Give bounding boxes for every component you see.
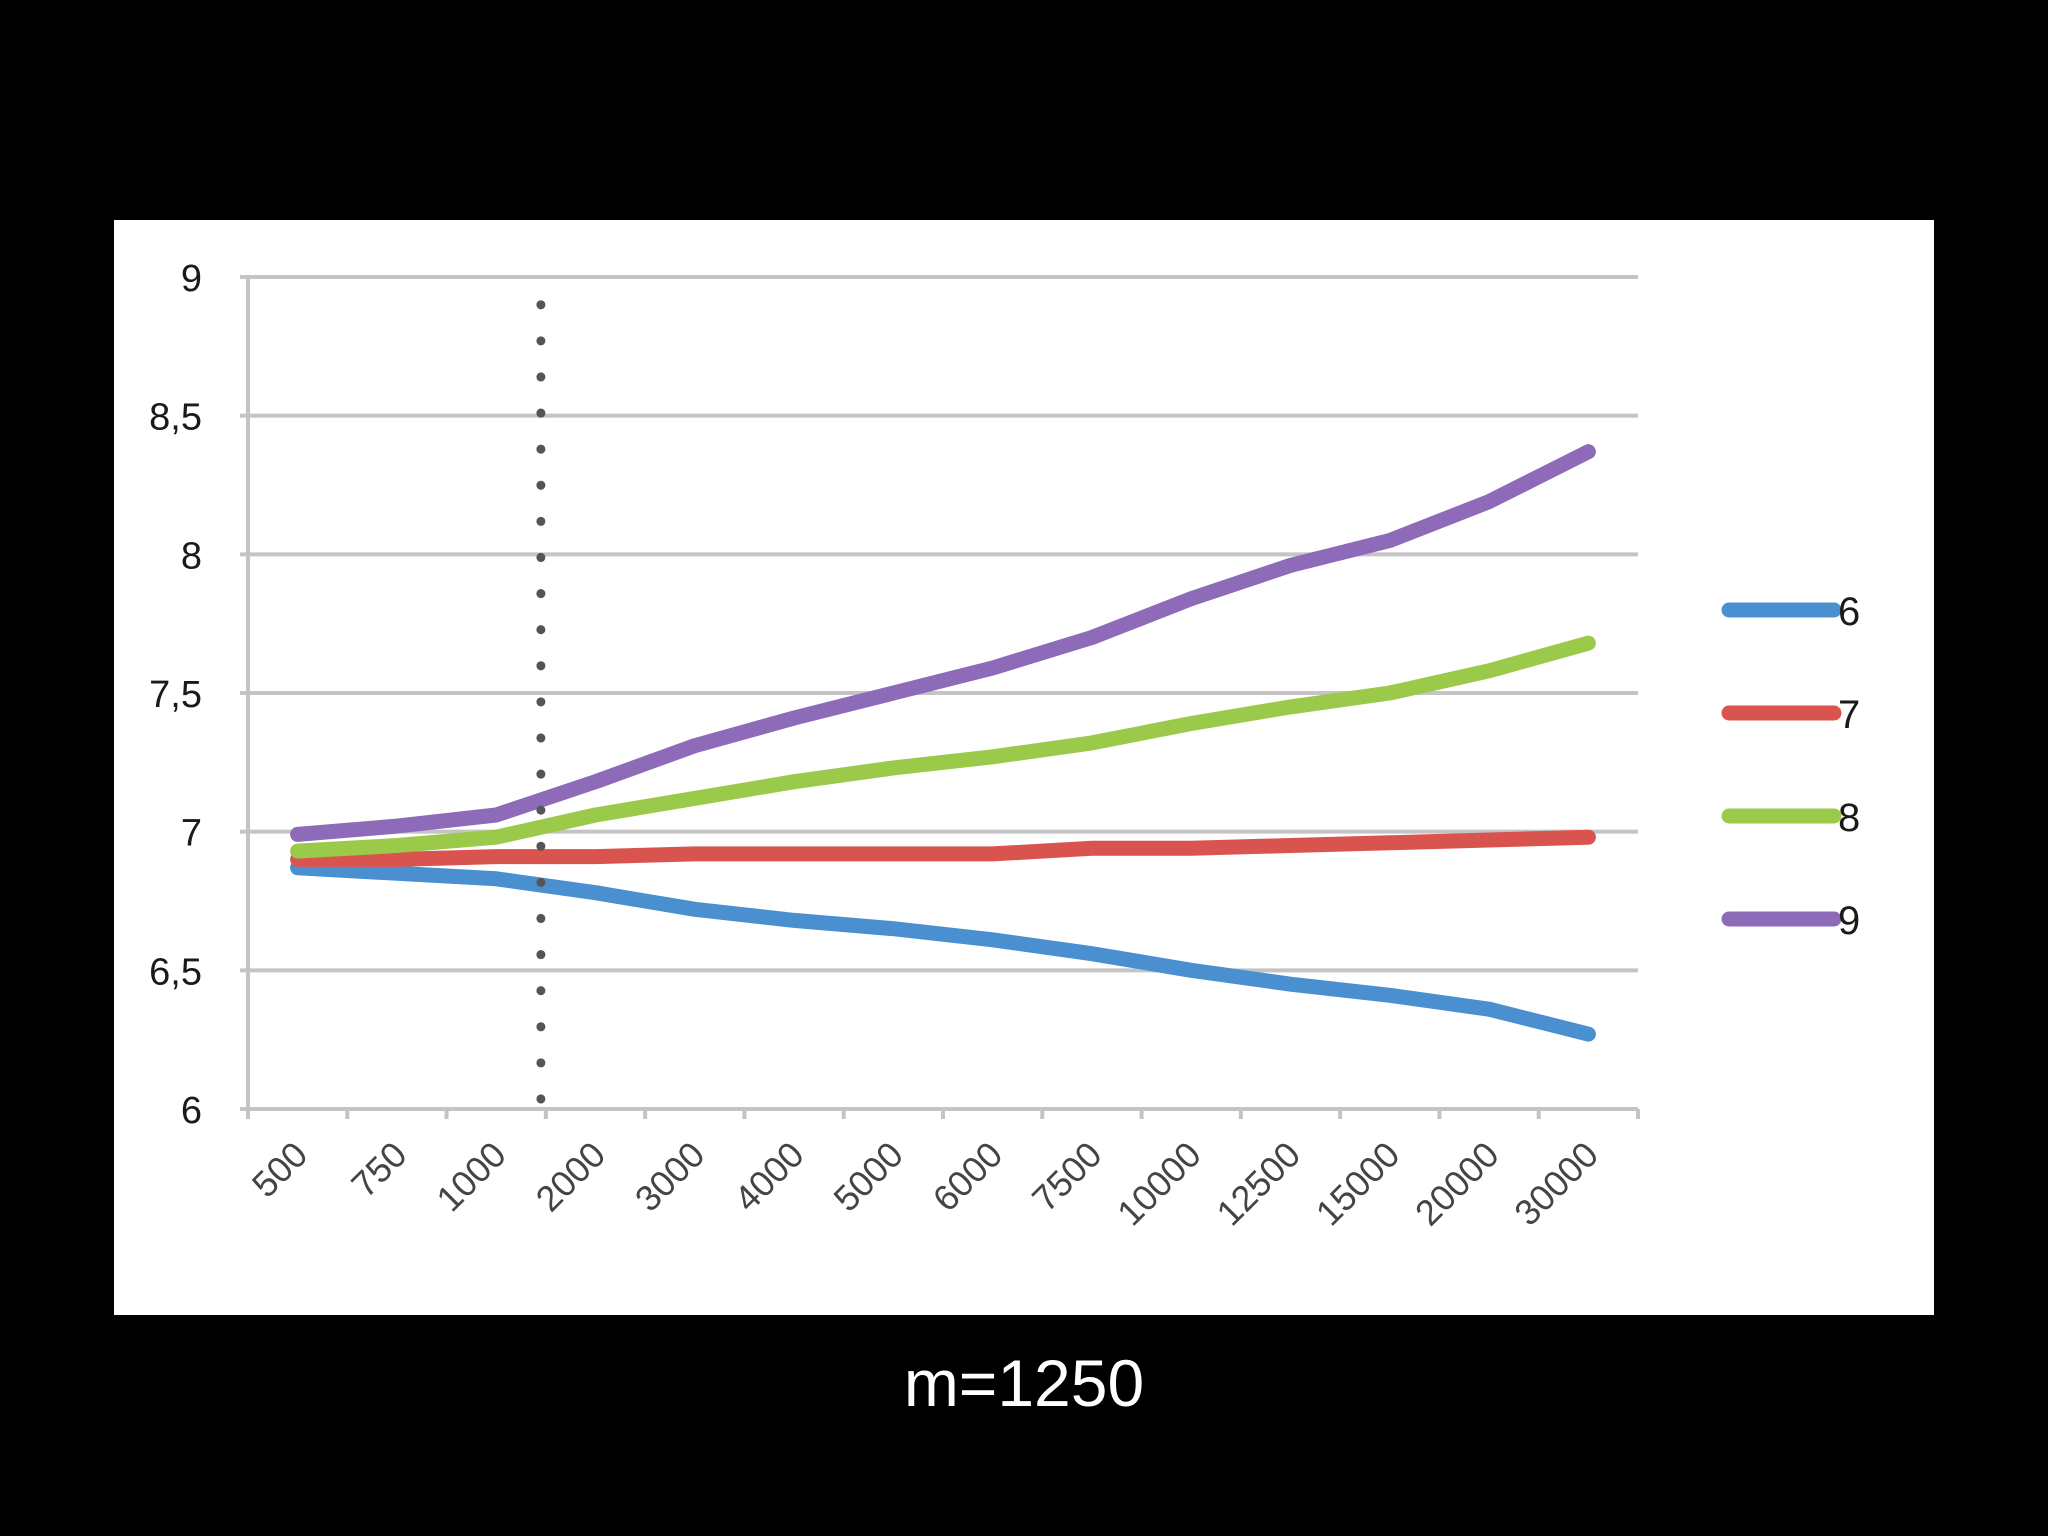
x-tick-label: 30000 xyxy=(1506,1134,1606,1234)
y-tick-label: 6 xyxy=(181,1090,202,1132)
series-line-7 xyxy=(290,829,1596,867)
x-tick-label: 4000 xyxy=(726,1134,812,1220)
x-tick-label: 1000 xyxy=(428,1134,514,1220)
slide-caption: m=1250 xyxy=(903,1346,1145,1420)
series-line-9 xyxy=(290,444,1596,842)
series-line-8 xyxy=(290,635,1596,859)
legend-label-9: 9 xyxy=(1838,899,1860,943)
series-line-6 xyxy=(290,860,1596,1042)
x-tick-label: 20000 xyxy=(1407,1134,1507,1234)
y-tick-label: 7,5 xyxy=(149,674,202,716)
x-tick-label: 10000 xyxy=(1109,1134,1209,1234)
chart-panel: 6 6,5 7 7,5 8 8,5 9 500 750 1000 2000 3000 4000 5000 6… xyxy=(114,220,1934,1315)
x-tick-label: 6000 xyxy=(925,1134,1011,1220)
x-tick-label: 5000 xyxy=(825,1134,911,1220)
y-tick-label: 6,5 xyxy=(149,951,202,993)
x-tick-label: 15000 xyxy=(1308,1134,1408,1234)
x-tick-label: 12500 xyxy=(1208,1134,1308,1234)
y-tick-label: 8 xyxy=(181,535,202,577)
legend-label-6: 6 xyxy=(1838,590,1860,634)
y-tick-label: 7 xyxy=(181,813,202,855)
x-tick-label: 7500 xyxy=(1024,1134,1110,1220)
legend-label-8: 8 xyxy=(1838,796,1860,840)
legend-label-7: 7 xyxy=(1838,693,1860,737)
x-tick-label: 2000 xyxy=(528,1134,614,1220)
x-tick-label: 3000 xyxy=(627,1134,713,1220)
y-tick-label: 9 xyxy=(181,258,202,300)
x-tick-label: 500 xyxy=(244,1134,315,1205)
y-tick-label: 8,5 xyxy=(149,397,202,439)
x-tick-label: 750 xyxy=(343,1134,414,1205)
